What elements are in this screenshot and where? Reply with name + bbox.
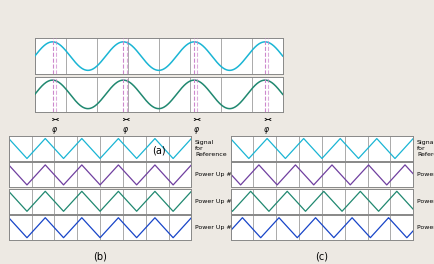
Text: Signal
for
Reference: Signal for Reference bbox=[416, 140, 434, 157]
Text: Power Up # 1: Power Up # 1 bbox=[416, 172, 434, 177]
Text: Power Up # 2: Power Up # 2 bbox=[194, 199, 237, 204]
Text: Power Up # 1: Power Up # 1 bbox=[194, 172, 237, 177]
Text: φ: φ bbox=[263, 125, 269, 134]
Text: Power Up # 3: Power Up # 3 bbox=[416, 225, 434, 230]
Text: (a): (a) bbox=[151, 145, 165, 155]
Text: φ: φ bbox=[52, 125, 56, 134]
Text: Power Up # 3: Power Up # 3 bbox=[194, 225, 237, 230]
Text: φ: φ bbox=[193, 125, 198, 134]
Text: (c): (c) bbox=[315, 251, 328, 261]
Text: (b): (b) bbox=[93, 251, 107, 261]
Text: Power Up # 2: Power Up # 2 bbox=[416, 199, 434, 204]
Text: Signal
for
Reference: Signal for Reference bbox=[194, 140, 226, 157]
Text: φ: φ bbox=[122, 125, 127, 134]
